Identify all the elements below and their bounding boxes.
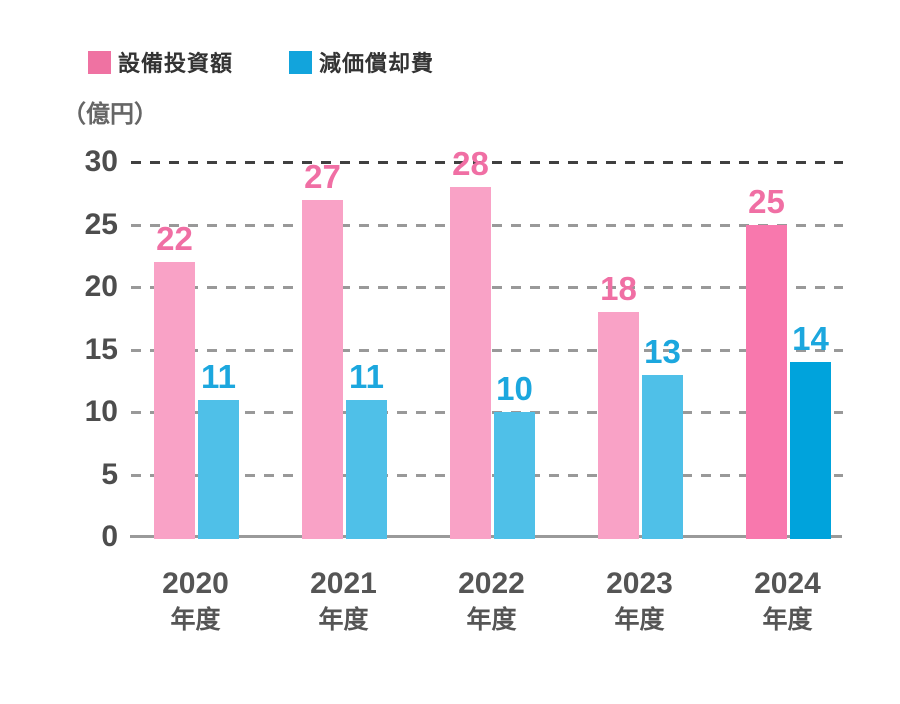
legend-label-capital-investment: 設備投資額: [118, 51, 234, 76]
x-axis-year-suffix: 年度: [762, 606, 813, 634]
x-axis-year: 2020: [162, 567, 229, 600]
bar-capex-2021: [302, 199, 343, 539]
legend-label-depreciation: 減価償却費: [319, 51, 435, 76]
x-axis-label-2023: 2023 年度: [570, 568, 710, 635]
y-axis-tick-label-20: 20: [84, 270, 118, 303]
x-axis-label-2024: 2024 年度: [718, 568, 858, 635]
x-axis-label-2020: 2020 年度: [126, 568, 266, 635]
bar-value-capex-2023: 18: [600, 270, 637, 307]
bar-value-capex-2024: 25: [748, 182, 785, 220]
chart-legend: 設備投資額 減価償却費: [88, 46, 434, 78]
legend-swatch-pink: [88, 50, 111, 74]
x-axis-year-suffix: 年度: [614, 606, 665, 634]
bar-depreciation-2023: [642, 374, 683, 539]
bar-value-capex-2022: 28: [452, 145, 489, 182]
x-axis-year-suffix: 年度: [466, 606, 517, 634]
bar-depreciation-2024: [790, 362, 831, 539]
x-axis-year: 2023: [606, 567, 673, 600]
y-axis-tick-label-5: 5: [101, 457, 118, 491]
bar-capex-2023: [598, 312, 639, 539]
legend-item-depreciation: 減価償却費: [289, 46, 434, 78]
bar-value-depreciation-2020: 11: [201, 357, 236, 395]
bar-capex-2020: [154, 262, 195, 539]
bar-value-depreciation-2023: 13: [644, 332, 681, 370]
y-axis-tick-label-10: 10: [84, 395, 118, 428]
legend-swatch-blue: [289, 50, 313, 74]
gridline-30: [131, 161, 843, 164]
x-axis-label-2022: 2022 年度: [422, 568, 562, 635]
bar-value-capex-2020: 22: [156, 220, 193, 257]
x-axis-year-suffix: 年度: [318, 606, 369, 634]
bar-value-depreciation-2024: 14: [792, 320, 829, 357]
bar-capex-2024: [746, 224, 787, 539]
bar-value-depreciation-2022: 10: [496, 370, 533, 407]
y-axis-unit-label: （億円）: [62, 101, 158, 128]
x-axis-year: 2024: [754, 567, 821, 600]
bar-depreciation-2021: [346, 399, 387, 539]
bar-capex-2022: [450, 187, 491, 539]
y-axis-tick-label-0: 0: [101, 520, 118, 553]
x-axis-label-2021: 2021 年度: [274, 568, 414, 635]
legend-item-capital-investment: 設備投資額: [88, 46, 233, 78]
bar-depreciation-2022: [494, 412, 535, 539]
bar-value-depreciation-2021: 11: [349, 357, 384, 395]
bar-depreciation-2020: [198, 399, 239, 539]
y-axis-tick-label-30: 30: [84, 145, 118, 178]
y-axis-tick-label-15: 15: [84, 332, 118, 366]
x-axis-year-suffix: 年度: [170, 606, 221, 634]
bar-value-capex-2021: 27: [304, 157, 341, 195]
x-axis-year: 2022: [458, 567, 525, 600]
x-axis-year: 2021: [310, 567, 377, 600]
y-axis-tick-label-25: 25: [84, 207, 118, 241]
